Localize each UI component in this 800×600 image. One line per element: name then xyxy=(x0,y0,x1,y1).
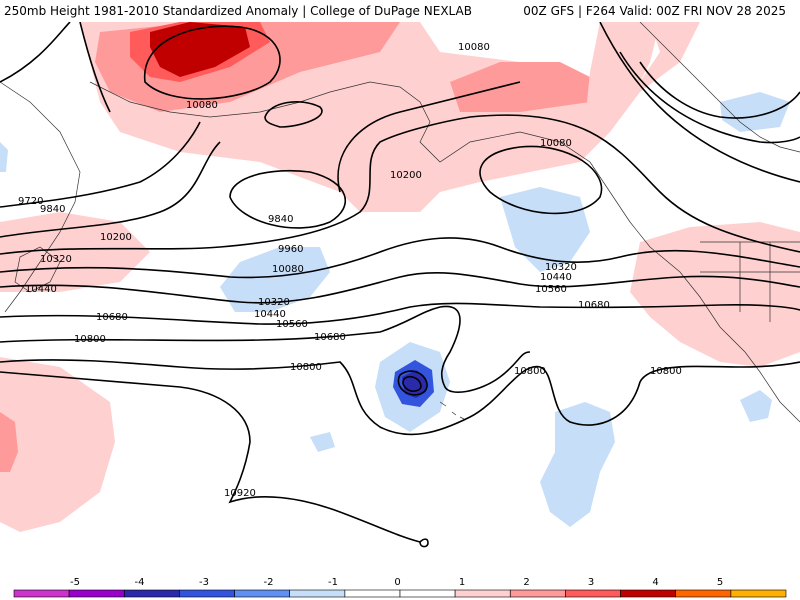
colorbar-tick-label: 5 xyxy=(717,577,723,588)
contour-label: 10800 xyxy=(74,334,106,345)
map-title: 250mb Height 1981-2010 Standardized Anom… xyxy=(4,4,472,18)
colorbar-tick-label: -3 xyxy=(199,577,209,588)
colorbar-tick-label: -4 xyxy=(135,577,145,588)
contour-label: 9840 xyxy=(268,214,293,225)
colorbar-swatch xyxy=(509,589,566,598)
contour-label: 10800 xyxy=(290,362,322,373)
colorbar-swatch xyxy=(234,589,291,598)
contour-label: 10440 xyxy=(254,309,286,320)
contour-label: 10920 xyxy=(224,488,256,499)
colorbar-swatch xyxy=(124,589,180,598)
contour-label: 10680 xyxy=(578,300,610,311)
anomaly-map: 10080 10080 10080 10200 9720 9840 9840 9… xyxy=(0,22,800,570)
colorbar-tick-label: 2 xyxy=(523,577,529,588)
colorbar-swatch xyxy=(620,589,676,598)
contour-label: 10200 xyxy=(100,232,132,243)
colorbar-swatch xyxy=(289,589,346,598)
contour-label: 10320 xyxy=(545,262,577,273)
height-contours xyxy=(0,22,800,548)
contour-label: 9720 xyxy=(18,196,43,207)
contour-label: 10560 xyxy=(276,319,308,330)
contour-label: 10800 xyxy=(650,366,682,377)
colorbar-swatch xyxy=(399,589,456,598)
colorbar-tick-label: -1 xyxy=(328,577,338,588)
colorbar-swatch xyxy=(344,589,401,598)
colorbar-swatch xyxy=(454,589,511,598)
colorbar-tick-label: 4 xyxy=(652,577,658,588)
contour-label: 10800 xyxy=(514,366,546,377)
colorbar-swatches xyxy=(13,589,787,598)
colorbar-swatch xyxy=(565,589,621,598)
colorbar-tick-label: -2 xyxy=(264,577,274,588)
colorbar-swatch xyxy=(13,589,70,598)
contour-label: 9840 xyxy=(40,204,65,215)
colorbar-tick-label: 0 xyxy=(394,577,400,588)
colorbar-swatch xyxy=(675,589,732,598)
colorbar: -5 -4 -3 -2 -1 0 1 2 3 4 5 xyxy=(13,577,787,598)
contour-label: 10440 xyxy=(25,284,57,295)
colorbar-swatch xyxy=(179,589,235,598)
colorbar-ticks: -5 -4 -3 -2 -1 0 1 2 3 4 5 xyxy=(70,577,723,588)
contour-label: 10080 xyxy=(540,138,572,149)
model-run-info: 00Z GFS | F264 Valid: 00Z FRI NOV 28 202… xyxy=(523,4,786,18)
contour-label: 10440 xyxy=(540,272,572,283)
contour-label: 10080 xyxy=(186,100,218,111)
colorbar-tick-label: 3 xyxy=(588,577,594,588)
coastlines xyxy=(0,22,800,423)
contour-label: 10200 xyxy=(390,170,422,181)
contour-label: 10080 xyxy=(458,42,490,53)
contour-label: 10080 xyxy=(272,264,304,275)
contour-label: 9960 xyxy=(278,244,303,255)
contour-label: 10320 xyxy=(40,254,72,265)
colorbar-tick-label: 1 xyxy=(459,577,465,588)
contour-label: 10680 xyxy=(96,312,128,323)
colorbar-tick-label: -5 xyxy=(70,577,80,588)
contour-labels: 10080 10080 10080 10200 9720 9840 9840 9… xyxy=(18,42,682,499)
contour-label: 10680 xyxy=(314,332,346,343)
positive-anomaly-shading xyxy=(0,22,800,532)
contour-label: 10320 xyxy=(258,297,290,308)
contour-label: 10560 xyxy=(535,284,567,295)
colorbar-swatch xyxy=(68,589,125,598)
header: 250mb Height 1981-2010 Standardized Anom… xyxy=(0,0,800,22)
colorbar-swatch xyxy=(730,589,787,598)
